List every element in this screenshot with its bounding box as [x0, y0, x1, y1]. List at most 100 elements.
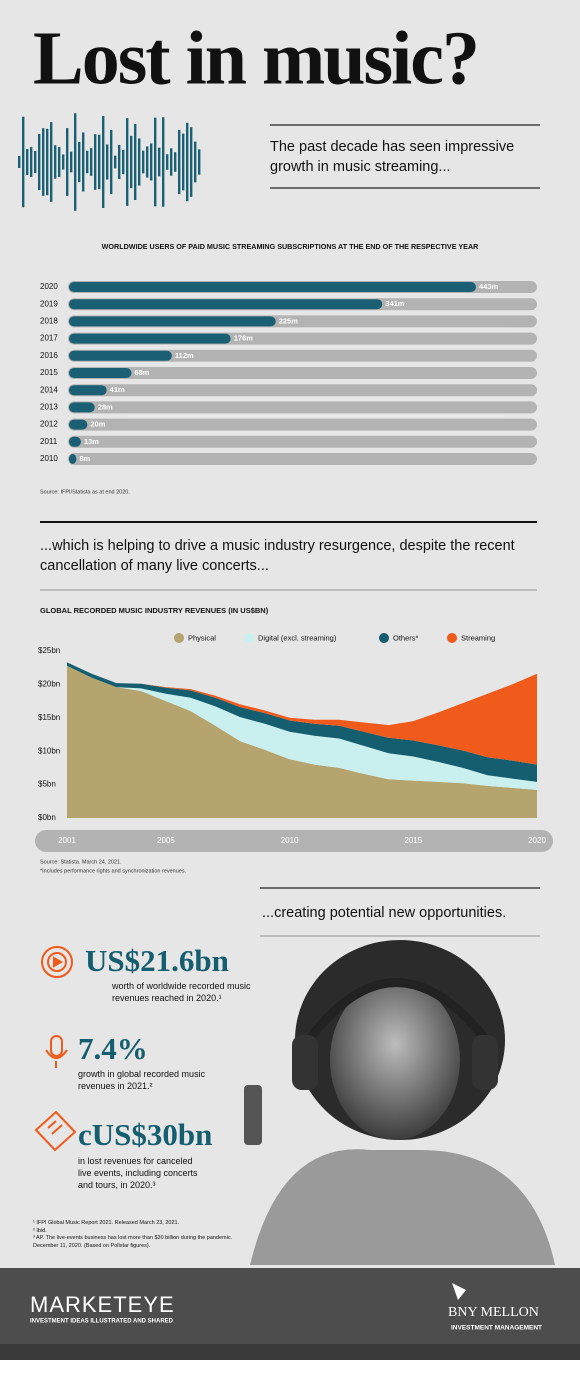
waveform-bar [94, 134, 97, 190]
bar-track [68, 384, 537, 397]
y-tick-label: $10bn [38, 746, 60, 755]
waveform-bar [62, 154, 65, 170]
waveform-bar [146, 146, 149, 178]
waveform-bar [110, 129, 113, 195]
footnotes: ¹ IFPI Global Music Report 2021. Release… [33, 1220, 248, 1250]
waveform-bar [126, 118, 129, 206]
bar [69, 350, 172, 361]
footnote: ¹ IFPI Global Music Report 2021. Release… [33, 1220, 180, 1226]
legend-label: Digital (excl. streaming) [258, 633, 337, 642]
y-tick-label: $15bn [38, 713, 60, 722]
value-label: 13m [84, 437, 99, 446]
y-tick-label: 2012 [40, 420, 58, 429]
value-label: 176m [234, 334, 254, 343]
transition-text: ...which is helping to drive a music ind… [40, 538, 515, 574]
waveform-bar [66, 128, 69, 196]
x-tick-label: 2010 [281, 836, 299, 845]
x-tick-label: 2015 [404, 836, 422, 845]
waveform-bar [54, 145, 57, 179]
waveform-bar [162, 117, 165, 207]
y-tick-label: 2010 [40, 454, 58, 463]
waveform-bar [130, 135, 133, 189]
waveform-bar [158, 147, 161, 177]
waveform-bar [42, 128, 45, 196]
waveform-bar [70, 151, 73, 173]
waveform-bar [134, 123, 137, 201]
waveform-bar [198, 149, 201, 175]
bar [69, 282, 476, 292]
icon-ticket [34, 1110, 77, 1152]
source: Source: Statista. March 24, 2021. [40, 859, 122, 865]
y-tick-label: 2014 [40, 385, 58, 394]
note: *Includes performance rights and synchro… [40, 868, 187, 874]
waveform-bar [190, 127, 193, 197]
waveform-bar [74, 113, 77, 211]
x-tick-label: 2020 [528, 836, 546, 845]
intro: The past decade has seen impressive grow… [270, 139, 515, 175]
legend-swatch [379, 633, 389, 643]
bar [69, 299, 383, 310]
bar [69, 436, 81, 447]
y-tick-label: 2015 [40, 368, 58, 377]
bar [69, 368, 132, 378]
waveform-bar [38, 133, 41, 191]
value-label: 20m [90, 420, 105, 429]
waveform-bar [174, 152, 177, 172]
legend-label: Streaming [461, 633, 495, 642]
waveform-bar [30, 147, 33, 177]
bar-track [68, 367, 537, 379]
area [67, 665, 537, 790]
waveform-bar [150, 143, 153, 181]
icon-microphone [45, 1035, 68, 1068]
bar [69, 385, 107, 396]
value-label: 341m [385, 299, 405, 308]
chart-title: WORLDWIDE USERS OF PAID MUSIC STREAMING … [102, 242, 480, 251]
waveform-bar [90, 148, 93, 176]
waveform-bar [18, 156, 21, 168]
y-tick-label: $20bn [38, 680, 60, 689]
footnote: ³ AP. The live-events business has lost … [33, 1235, 233, 1249]
value-label: 225m [279, 316, 299, 325]
waveform-bar [186, 122, 189, 202]
y-tick-label: 2016 [40, 351, 58, 360]
waveform-bar [58, 147, 61, 177]
stat-figure: 7.4% [78, 1031, 148, 1066]
waveform-bar [86, 150, 89, 174]
icon-play [41, 946, 73, 978]
bar-track [68, 453, 537, 465]
value-label: 68m [134, 368, 149, 377]
legend-swatch [244, 633, 254, 643]
footer-tagline: INVESTMENT IDEAS ILLUSTRATED AND SHARED [30, 1319, 174, 1325]
footer-brand: MARKETEYE [30, 1292, 175, 1317]
y-tick-label: 2019 [40, 299, 58, 308]
waveform-bar [170, 148, 173, 176]
photo [244, 940, 555, 1265]
bar [69, 454, 77, 464]
stat-text: growth in global recorded music revenues… [78, 1069, 206, 1091]
y-tick-label: 2020 [40, 282, 58, 291]
y-tick-label: 2011 [40, 437, 58, 446]
logo-mark [452, 1283, 466, 1300]
source: Source: IFPI/Statista as at end 2020. [40, 489, 130, 495]
area [67, 662, 537, 782]
y-tick-label: 2013 [40, 403, 58, 412]
stat-figure: US$21.6bn [85, 943, 229, 978]
transition-text: ...creating potential new opportunities. [262, 905, 507, 921]
y-tick-label: 2017 [40, 334, 58, 343]
x-tick-label: 2005 [157, 836, 175, 845]
value-label: 8m [79, 454, 90, 463]
waveform-bar [154, 117, 157, 207]
value-label: 41m [110, 385, 125, 394]
y-tick-label: $0bn [38, 813, 56, 822]
waveform-bar [50, 122, 53, 202]
legend-label: Physical [188, 633, 216, 642]
legend-swatch [447, 633, 457, 643]
bar [69, 419, 88, 430]
bar [69, 316, 276, 327]
waveform-bar [26, 149, 29, 175]
legend-swatch [174, 633, 184, 643]
bar-track [68, 418, 537, 431]
y-tick-label: $5bn [38, 780, 56, 789]
